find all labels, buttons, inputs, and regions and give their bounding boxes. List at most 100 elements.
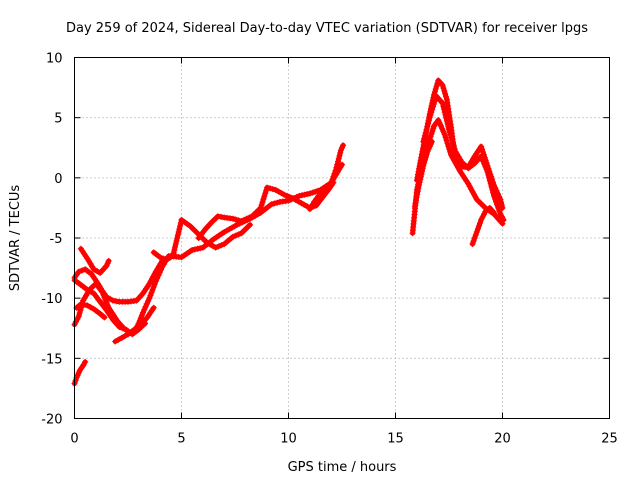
plus-marker	[247, 221, 253, 228]
plus-marker	[100, 291, 107, 298]
plus-marker	[441, 88, 448, 94]
plus-marker	[443, 137, 450, 144]
plus-marker	[72, 377, 79, 384]
y-tick-label: -5	[50, 232, 63, 247]
plus-marker	[441, 131, 448, 138]
plus-marker	[137, 315, 144, 321]
plus-marker	[87, 288, 94, 295]
plus-marker	[262, 190, 269, 197]
plus-marker	[156, 269, 163, 276]
plus-marker	[212, 244, 219, 251]
plus-marker	[496, 207, 503, 214]
plus-marker	[490, 209, 497, 216]
plus-marker	[444, 140, 451, 147]
series-track-d	[73, 301, 108, 321]
y-tick-label: 5	[54, 112, 62, 127]
plus-marker	[110, 297, 116, 304]
plus-marker	[140, 309, 146, 316]
plus-marker	[425, 117, 432, 124]
axis-ticks: 0 5 10 15 20 25 -20 -15 -10 -5 0 5 10	[41, 52, 618, 447]
plus-marker	[449, 137, 456, 144]
plus-marker	[474, 226, 481, 232]
plus-marker	[442, 112, 449, 118]
series-track-i	[195, 179, 337, 241]
plus-marker	[492, 195, 498, 202]
plus-marker	[263, 187, 270, 194]
plus-marker	[414, 191, 421, 198]
plus-marker	[416, 179, 423, 186]
plus-marker	[440, 103, 447, 110]
plus-marker	[442, 134, 449, 141]
chart-title: Day 259 of 2024, Sidereal Day-to-day VTE…	[66, 21, 588, 36]
plus-marker	[466, 183, 473, 190]
plus-marker	[243, 215, 250, 222]
plus-marker	[147, 292, 154, 299]
plus-marker	[436, 120, 443, 126]
plus-marker	[336, 152, 343, 159]
plus-marker	[439, 82, 446, 89]
plus-marker	[490, 189, 497, 196]
plus-marker	[468, 186, 475, 193]
plus-marker	[331, 170, 338, 177]
plus-marker	[451, 145, 458, 152]
plus-marker	[472, 193, 479, 200]
plus-marker	[420, 138, 427, 145]
plus-marker	[194, 245, 201, 252]
x-axis-label: GPS time / hours	[288, 460, 397, 475]
plus-marker	[428, 131, 435, 137]
plus-marker	[421, 159, 428, 166]
plus-marker	[150, 283, 157, 290]
plus-marker	[246, 214, 253, 221]
plus-marker	[332, 167, 339, 174]
plus-marker	[413, 194, 420, 201]
plus-marker	[177, 223, 184, 229]
plus-marker	[268, 201, 275, 208]
plus-marker	[84, 302, 91, 309]
plus-marker	[441, 106, 447, 113]
plus-marker	[90, 266, 97, 273]
plus-marker	[271, 200, 278, 207]
plus-marker	[469, 241, 476, 247]
y-tick-label: -15	[41, 352, 62, 367]
plus-marker	[174, 232, 181, 238]
plus-marker	[112, 338, 119, 345]
plus-marker	[79, 267, 85, 274]
plus-marker	[470, 238, 477, 244]
plus-marker	[154, 275, 161, 282]
x-tick-label: 25	[601, 432, 618, 447]
plus-marker	[232, 232, 239, 239]
plus-marker	[430, 101, 437, 108]
plus-marker	[419, 148, 426, 155]
series-line	[72, 253, 172, 336]
plus-marker	[497, 196, 504, 203]
plus-marker	[306, 190, 313, 197]
plus-marker	[260, 196, 267, 203]
plus-marker	[423, 151, 430, 158]
plus-marker	[330, 173, 337, 180]
plus-marker	[75, 268, 82, 275]
plus-marker	[76, 310, 83, 317]
plus-marker	[312, 188, 319, 195]
plus-marker	[490, 192, 497, 199]
plus-marker	[77, 307, 84, 313]
plus-marker	[158, 266, 164, 273]
series-line	[72, 162, 345, 305]
y-tick-label: 10	[46, 52, 63, 67]
plus-marker	[484, 168, 491, 175]
plus-marker	[421, 132, 428, 139]
plus-marker	[450, 140, 456, 147]
plus-marker	[329, 176, 336, 183]
plus-marker	[443, 114, 450, 121]
plus-marker	[80, 362, 87, 369]
plus-marker	[84, 286, 91, 293]
plus-marker	[487, 180, 494, 187]
plus-marker	[437, 122, 444, 129]
plus-marker	[238, 218, 245, 225]
plus-marker	[481, 211, 487, 218]
plus-marker	[113, 298, 120, 305]
plus-marker	[486, 174, 493, 181]
plus-marker	[232, 216, 239, 223]
plus-marker	[94, 268, 100, 275]
plus-marker	[197, 245, 204, 252]
plus-marker	[258, 202, 265, 208]
